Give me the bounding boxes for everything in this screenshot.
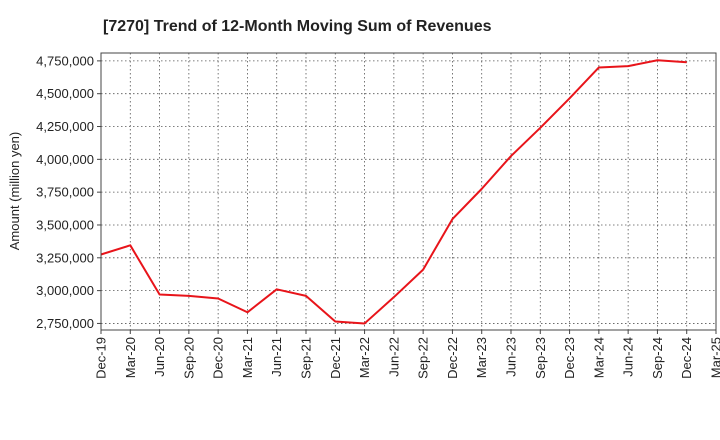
plot-frame	[100, 52, 717, 331]
x-tick-label: Sep-24	[650, 337, 665, 379]
x-tick-label: Dec-21	[328, 337, 343, 379]
x-tick-label: Mar-24	[591, 337, 606, 378]
x-tick-label: Mar-20	[123, 337, 138, 378]
y-axis-label: Amount (million yen)	[7, 132, 22, 251]
y-tick-label: 4,250,000	[36, 119, 94, 134]
x-tick-label: Dec-22	[445, 337, 460, 379]
chart-title: [7270] Trend of 12-Month Moving Sum of R…	[103, 18, 492, 35]
y-tick-label: 2,750,000	[36, 316, 94, 331]
y-tick-label: 3,000,000	[36, 283, 94, 298]
x-tick-label: Jun-20	[152, 337, 167, 377]
revenue-series-line	[100, 59, 687, 325]
x-tick-label: Mar-21	[240, 337, 255, 378]
x-tick-label: Jun-22	[386, 337, 401, 377]
y-tick-label: 4,000,000	[36, 152, 94, 167]
x-tick-label: Sep-21	[299, 337, 314, 379]
y-tick-label: 4,750,000	[36, 53, 94, 68]
x-tick-label: Jun-21	[269, 337, 284, 377]
x-tick-label: Sep-23	[533, 337, 548, 379]
x-tick-label: Mar-25	[709, 337, 720, 378]
x-tick-label: Mar-22	[357, 337, 372, 378]
x-tick-label: Sep-20	[181, 337, 196, 379]
x-tick-label: Jun-24	[621, 337, 636, 377]
y-tick-label: 3,500,000	[36, 217, 94, 232]
x-tick-label: Dec-19	[94, 337, 109, 379]
x-tick-label: Dec-24	[679, 337, 694, 379]
x-tick-label: Sep-22	[416, 337, 431, 379]
grid-layer	[101, 53, 716, 330]
x-tick-label: Dec-20	[211, 337, 226, 379]
x-tick-label: Jun-23	[504, 337, 519, 377]
y-tick-label: 3,750,000	[36, 185, 94, 200]
y-tick-label: 3,250,000	[36, 250, 94, 265]
x-tick-label: Dec-23	[562, 337, 577, 379]
series-layer	[100, 59, 687, 325]
y-tick-label: 4,500,000	[36, 86, 94, 101]
x-tick-label: Mar-23	[474, 337, 489, 378]
axis-layer: Dec-19 Mar-20 Jun-20 Sep-20 Dec-20 Mar-21 Jun-…	[36, 52, 720, 379]
